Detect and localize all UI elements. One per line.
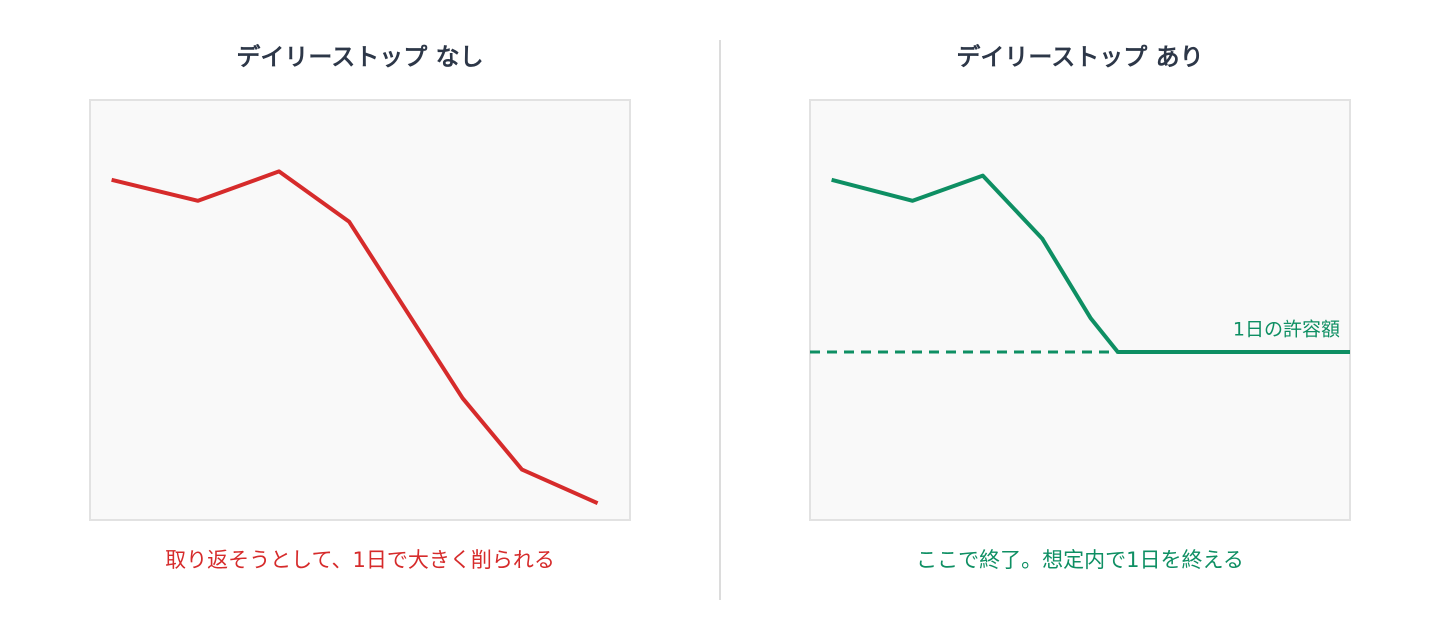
plot-area [809, 99, 1351, 521]
caption: ここで終了。想定内で1日を終える [916, 548, 1244, 572]
data-line [831, 173, 1350, 354]
chart-title: デイリーストップ あり [956, 43, 1203, 71]
data-line [111, 169, 599, 506]
chart-title: デイリーストップ なし [236, 43, 483, 71]
plot-area [89, 99, 631, 521]
caption: 取り返そうとして、1日で大きく削られる [165, 548, 555, 572]
threshold-label: 1日の許容額 [1233, 319, 1340, 341]
